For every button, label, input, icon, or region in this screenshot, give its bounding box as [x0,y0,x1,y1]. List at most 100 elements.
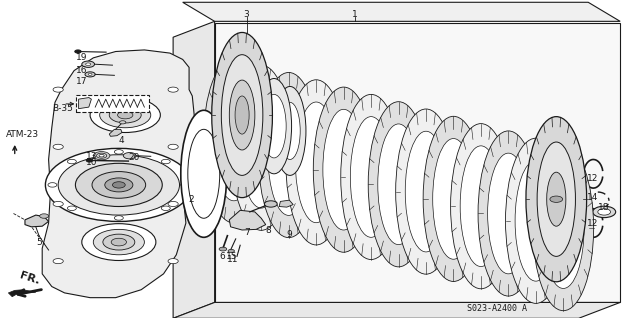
Ellipse shape [537,142,575,256]
Circle shape [161,206,170,211]
Circle shape [168,144,178,149]
Circle shape [88,73,92,75]
Ellipse shape [212,33,273,197]
Text: 2: 2 [188,195,194,204]
Circle shape [40,214,49,218]
Ellipse shape [213,80,255,201]
Polygon shape [229,210,266,230]
Text: 5: 5 [36,238,42,247]
Polygon shape [214,23,620,302]
Ellipse shape [280,102,300,160]
Circle shape [109,107,141,123]
Circle shape [75,50,81,53]
Circle shape [93,229,145,255]
Circle shape [86,159,93,162]
Ellipse shape [286,80,346,245]
Polygon shape [109,129,122,136]
Circle shape [228,249,234,253]
Polygon shape [8,290,36,297]
Ellipse shape [340,94,401,260]
Circle shape [168,259,178,264]
Circle shape [58,155,179,215]
Text: 12: 12 [587,174,598,183]
Circle shape [180,183,189,187]
Ellipse shape [188,129,220,218]
Ellipse shape [506,138,566,303]
Circle shape [598,209,611,215]
Ellipse shape [259,72,319,238]
Text: 10: 10 [86,158,98,167]
Ellipse shape [241,87,282,208]
Ellipse shape [314,87,374,252]
Circle shape [111,238,127,246]
Circle shape [168,201,178,206]
Circle shape [82,224,156,261]
Text: 12: 12 [587,219,598,227]
Circle shape [105,178,133,192]
Ellipse shape [378,124,419,245]
Polygon shape [173,302,620,318]
Text: ATM-23: ATM-23 [6,130,39,138]
Ellipse shape [296,102,337,223]
Ellipse shape [533,145,594,311]
Polygon shape [79,98,92,109]
Circle shape [93,152,110,160]
Ellipse shape [229,80,255,150]
Circle shape [550,196,563,202]
Circle shape [593,206,616,218]
Text: 8: 8 [266,226,271,235]
Text: FR.: FR. [18,271,41,286]
Circle shape [53,87,63,92]
Polygon shape [173,21,214,318]
Ellipse shape [405,131,447,252]
Text: 7: 7 [244,228,250,237]
Circle shape [115,216,124,220]
Circle shape [85,72,95,77]
Circle shape [124,152,136,159]
Ellipse shape [350,117,392,237]
Circle shape [264,201,277,207]
Text: 15: 15 [225,252,237,261]
Ellipse shape [257,78,292,174]
Ellipse shape [268,95,310,215]
Circle shape [100,102,151,128]
Ellipse shape [231,65,292,230]
Text: 14: 14 [587,193,598,202]
Ellipse shape [221,55,263,175]
Text: 18: 18 [598,203,610,211]
Circle shape [86,63,91,65]
Circle shape [168,87,178,92]
Text: 17: 17 [76,77,88,86]
Polygon shape [25,215,49,227]
Circle shape [82,61,95,67]
Circle shape [120,121,126,124]
Circle shape [115,150,124,154]
Ellipse shape [204,58,264,223]
Ellipse shape [478,131,539,296]
Text: 11: 11 [227,255,239,264]
Ellipse shape [488,153,529,274]
Circle shape [53,144,63,149]
Circle shape [67,159,76,164]
Circle shape [48,183,57,187]
Circle shape [219,247,227,251]
Text: 9: 9 [286,230,292,239]
Text: B-35: B-35 [52,104,73,113]
Text: 13: 13 [86,152,98,161]
Ellipse shape [180,110,227,237]
Ellipse shape [547,172,566,226]
Text: S023-A2400 A: S023-A2400 A [467,304,527,313]
FancyBboxPatch shape [76,95,149,113]
Circle shape [53,201,63,206]
Circle shape [45,148,192,221]
Circle shape [90,98,161,132]
Circle shape [67,206,76,211]
Ellipse shape [423,116,484,281]
Text: 20: 20 [129,153,140,162]
Circle shape [103,234,135,250]
Ellipse shape [433,138,474,259]
Ellipse shape [235,96,249,134]
Circle shape [97,153,107,158]
Ellipse shape [396,109,456,274]
Polygon shape [42,50,195,298]
